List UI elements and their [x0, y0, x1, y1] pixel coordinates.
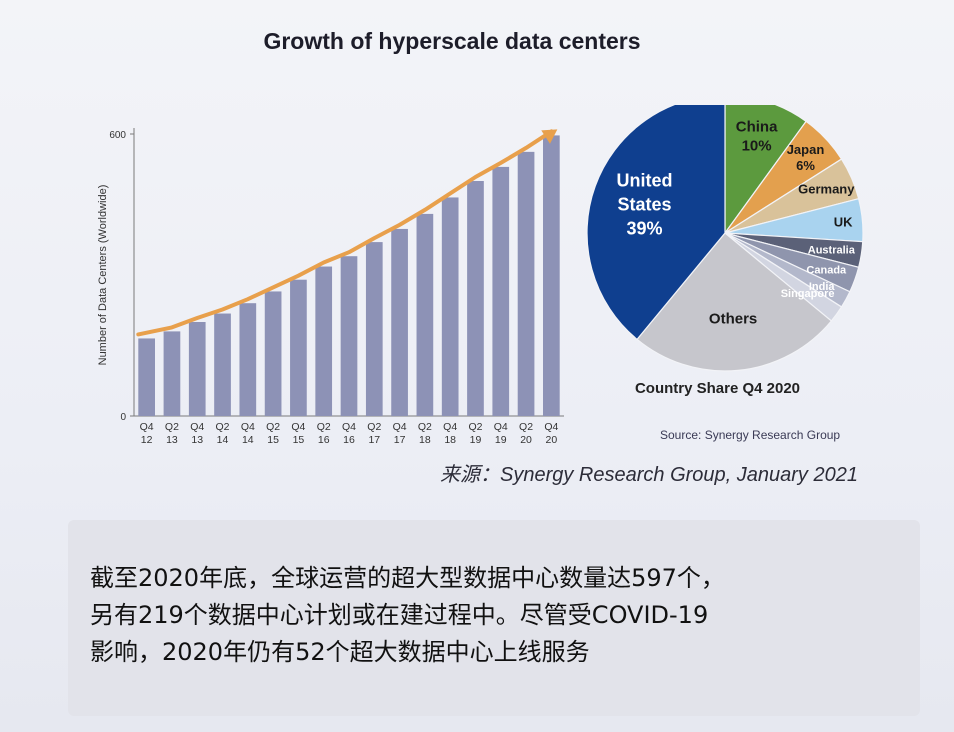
- x-tick-label: Q4: [190, 421, 204, 433]
- summary-box: 截至2020年底，全球运营的超大型数据中心数量达597个， 另有219个数据中心…: [68, 520, 920, 716]
- x-tick-label: 15: [267, 434, 279, 446]
- x-tick-label: 19: [470, 434, 482, 446]
- pie-slice-label: UK: [834, 214, 853, 229]
- x-tick-label: Q2: [468, 421, 482, 433]
- source-citation: 来源：Synergy Research Group, January 2021: [440, 464, 858, 486]
- x-tick-label: 18: [419, 434, 431, 446]
- x-tick-label: 17: [368, 434, 380, 446]
- x-tick-label: 20: [520, 434, 532, 446]
- pie-slice-label: 10%: [742, 138, 772, 155]
- x-tick-label: Q4: [393, 421, 407, 433]
- bar-chart: 0 600 Number of Data Centers (Worldwide) Q4…: [97, 128, 564, 446]
- bar: [543, 135, 560, 416]
- pie-source-note: Source: Synergy Research Group: [660, 428, 841, 442]
- y-tick-label: 0: [120, 412, 126, 423]
- x-tick-label: Q2: [266, 421, 280, 433]
- x-tick-label: 13: [166, 434, 178, 446]
- bar: [188, 322, 206, 416]
- x-tick-label: 16: [318, 434, 330, 446]
- x-tick-label: 14: [242, 434, 254, 446]
- x-tick-label: Q4: [342, 421, 356, 433]
- x-tick-label: 18: [444, 434, 456, 446]
- trend-arrow-head: [541, 129, 558, 144]
- bar: [391, 228, 408, 416]
- pie-slice-label: Germany: [798, 182, 855, 197]
- x-tick-label: Q2: [418, 421, 432, 433]
- pie-chart-title: Country Share Q4 2020: [634, 380, 801, 397]
- x-tick-label: Q4: [494, 421, 508, 433]
- x-tick-label: 19: [495, 434, 507, 446]
- pie-slice: [586, 105, 726, 341]
- pie-slice: [636, 232, 833, 372]
- pie-slice-label: Singapore: [781, 288, 835, 300]
- x-tick-label: Q2: [367, 421, 381, 433]
- pie-slice-label: India: [809, 281, 836, 293]
- bar: [264, 291, 282, 416]
- x-tick-label: 17: [394, 434, 406, 446]
- pie-slice-label: States: [617, 194, 671, 214]
- bar: [467, 181, 484, 416]
- x-tick-label: 12: [141, 434, 153, 446]
- pie-slice-label: Canada: [806, 264, 847, 276]
- bar: [416, 213, 434, 416]
- x-tick-label: Q2: [165, 421, 179, 433]
- pie-slice-label: Australia: [808, 245, 856, 257]
- x-tick-label: 15: [293, 434, 305, 446]
- x-tick-label: Q2: [519, 421, 533, 433]
- trend-arrow-line: [136, 129, 554, 337]
- bar: [517, 151, 535, 417]
- x-tick-label: Q4: [291, 421, 305, 433]
- bar: [290, 279, 307, 416]
- summary-line: 影响，2020年仍有52个超大数据中心上线服务: [90, 638, 590, 666]
- bar: [492, 166, 510, 416]
- x-tick-label: Q4: [443, 421, 457, 433]
- x-tick-label: 16: [343, 434, 355, 446]
- bar: [340, 256, 358, 416]
- summary-line: 另有219个数据中心计划或在建过程中。尽管受COVID-19: [90, 601, 709, 629]
- bar: [163, 331, 181, 416]
- x-tick-label: 13: [191, 434, 203, 446]
- x-tick-label: Q4: [544, 421, 558, 433]
- pie-slice-label: 39%: [626, 218, 662, 238]
- summary-line: 截至2020年底，全球运营的超大型数据中心数量达597个，: [90, 564, 725, 592]
- x-tick-label: Q2: [216, 421, 230, 433]
- x-tick-label: 14: [217, 434, 229, 446]
- bar: [138, 338, 155, 416]
- y-axis-label: Number of Data Centers (Worldwide): [97, 185, 109, 366]
- x-tick-label: 20: [546, 434, 558, 446]
- bar: [239, 303, 257, 416]
- x-tick-label: Q4: [140, 421, 154, 433]
- x-tick-label: Q4: [241, 421, 255, 433]
- pie-slice-label: Japan: [787, 142, 825, 157]
- y-tick-label: 600: [109, 130, 126, 141]
- bar: [315, 266, 333, 416]
- pie-slice-label: 6%: [796, 158, 815, 173]
- bar: [365, 242, 383, 416]
- pie-slice-label: China: [736, 119, 778, 136]
- bar: [441, 197, 459, 416]
- pie-slice-label: Others: [709, 310, 757, 327]
- bar: [214, 313, 231, 416]
- pie-slice-label: United: [617, 170, 673, 190]
- chart-title: Growth of hyperscale data centers: [263, 28, 641, 54]
- pie-slice: [724, 105, 807, 235]
- x-tick-label: Q2: [317, 421, 331, 433]
